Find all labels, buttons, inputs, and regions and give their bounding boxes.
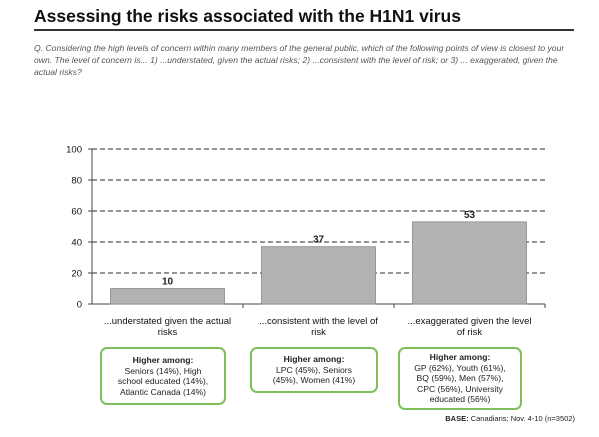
- data-label: 37: [313, 235, 325, 246]
- callout-title: Higher among:: [132, 355, 194, 365]
- callout-line: educated (56%): [429, 394, 491, 405]
- base-text: Canadians; Nov. 4-10 (n=3502): [470, 414, 575, 423]
- data-label: 10: [162, 277, 174, 288]
- survey-question: Q. Considering the high levels of concer…: [34, 43, 565, 77]
- callout-title: Higher among:: [283, 354, 345, 365]
- callout-box-exaggerated: Higher among: GP (62%), Youth (61%), BQ (5…: [398, 347, 522, 410]
- bar: [412, 221, 527, 305]
- y-tick-label: 20: [71, 269, 82, 280]
- x-tick-label-line: ...exaggerated given the level: [407, 316, 531, 327]
- callout-line: GP (62%), Youth (61%),: [414, 362, 506, 373]
- bar: [110, 288, 225, 305]
- y-tick-label: 100: [66, 145, 82, 156]
- y-tick-label: 60: [71, 207, 82, 218]
- base-label: BASE:: [445, 414, 469, 423]
- data-label: 53: [464, 210, 476, 221]
- callout-line: school educated (14%),: [117, 376, 209, 386]
- callout-box-consistent: Higher among: LPC (45%), Seniors (45%), Wo…: [250, 347, 378, 393]
- callout-box-understated: Higher among: Seniors (14%), High school e…: [100, 347, 226, 405]
- x-tick-label-line: ...understated given the actual: [104, 316, 231, 327]
- x-tick-label-line: risks: [158, 327, 178, 338]
- x-tick-label: ...exaggerated given the level of risk: [407, 316, 531, 338]
- callout-line: (45%), Women (41%): [272, 375, 356, 386]
- chart-title: Assessing the risks associated with the …: [34, 6, 574, 31]
- callout-line: Atlantic Canada (14%): [120, 386, 206, 397]
- y-tick-label: 0: [77, 300, 82, 311]
- bar-chart: 0 20 40 60 80 100 10 ...understated given the a…: [66, 145, 546, 338]
- x-tick-label-line: ...consistent with the level of: [259, 316, 378, 327]
- callout-line: CPC (56%), University: [417, 383, 503, 394]
- x-tick-label-line: of risk: [457, 327, 483, 338]
- y-tick-label: 40: [71, 238, 82, 249]
- callout-line: BQ (59%), Men (57%),: [416, 373, 504, 384]
- callout-title: Higher among:: [429, 352, 491, 363]
- base-note: BASE: Canadians; Nov. 4-10 (n=3502): [445, 414, 575, 423]
- x-tick-label: ...consistent with the level of risk: [259, 316, 378, 338]
- bar: [261, 246, 376, 305]
- x-tick-label: ...understated given the actual risks: [104, 316, 231, 338]
- x-tick-label-line: risk: [311, 327, 326, 338]
- callout-line: LPC (45%), Seniors: [276, 364, 352, 375]
- callout-line: Seniors (14%), High: [124, 365, 202, 376]
- y-tick-label: 80: [71, 176, 82, 187]
